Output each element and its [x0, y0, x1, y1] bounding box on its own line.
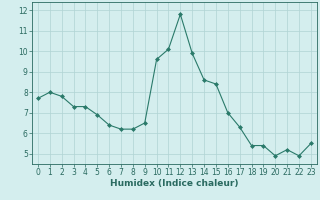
X-axis label: Humidex (Indice chaleur): Humidex (Indice chaleur)	[110, 179, 239, 188]
